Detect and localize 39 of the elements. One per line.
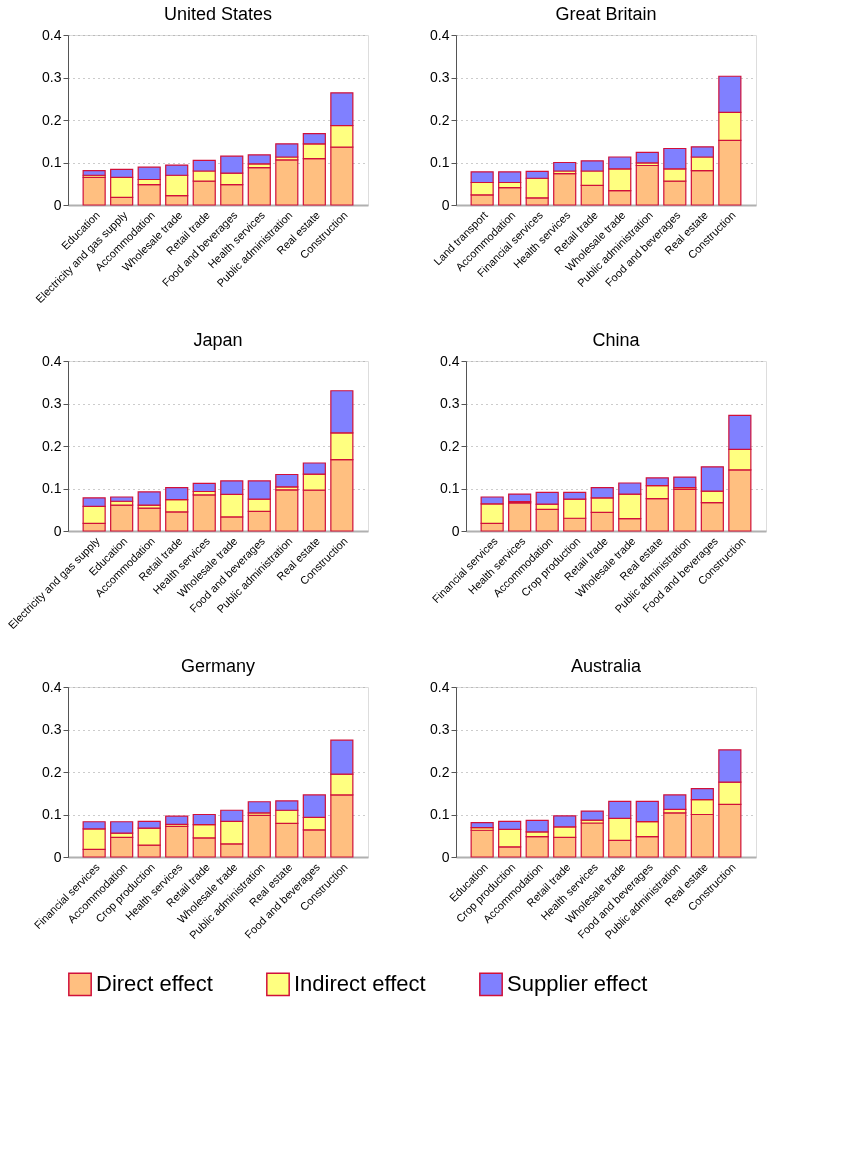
y-tick-label: 0.4: [42, 678, 62, 695]
legend-label: Supplier effect: [507, 971, 648, 997]
y-tick-label: 0.1: [440, 480, 460, 496]
y-tick-label: 0.3: [440, 395, 460, 411]
y-tick-label: 0.1: [430, 154, 450, 170]
chart-title: United States: [163, 4, 273, 24]
y-tick-label: 0.1: [430, 806, 450, 822]
legend-label: Direct effect: [96, 971, 213, 997]
chart-title: Great Britain: [555, 4, 657, 24]
y-tick-label: 0.4: [42, 26, 62, 43]
chart-title: Australia: [570, 656, 642, 676]
y-tick-label: 0.1: [42, 480, 62, 496]
y-tick-label: 0.4: [430, 678, 450, 695]
y-tick-label: 0: [441, 196, 450, 213]
chart-title: China: [592, 330, 641, 350]
y-tick-label: 0.2: [440, 437, 460, 454]
y-tick-label: 0.4: [440, 352, 460, 369]
y-tick-label: 0.4: [430, 26, 450, 43]
chart-title: Japan: [193, 330, 243, 350]
y-tick-label: 0.2: [42, 763, 62, 780]
y-tick-label: 0.3: [430, 721, 450, 737]
legend-label: Indirect effect: [294, 971, 426, 997]
y-tick-label: 0.2: [430, 763, 450, 780]
y-tick-label: 0: [441, 848, 450, 865]
chart-title: Germany: [180, 656, 256, 676]
y-tick-label: 0.4: [42, 352, 62, 369]
y-tick-label: 0.2: [430, 111, 450, 128]
y-tick-label: 0.3: [42, 69, 62, 85]
y-tick-label: 0: [53, 522, 62, 539]
y-tick-label: 0.1: [42, 154, 62, 170]
y-tick-label: 0.2: [42, 437, 62, 454]
y-tick-label: 0.2: [42, 111, 62, 128]
y-tick-label: 0: [53, 196, 62, 213]
y-tick-label: 0.3: [430, 69, 450, 85]
y-tick-label: 0: [451, 522, 460, 539]
y-tick-label: 0.3: [42, 721, 62, 737]
y-tick-label: 0.3: [42, 395, 62, 411]
y-tick-label: 0: [53, 848, 62, 865]
y-tick-label: 0.1: [42, 806, 62, 822]
